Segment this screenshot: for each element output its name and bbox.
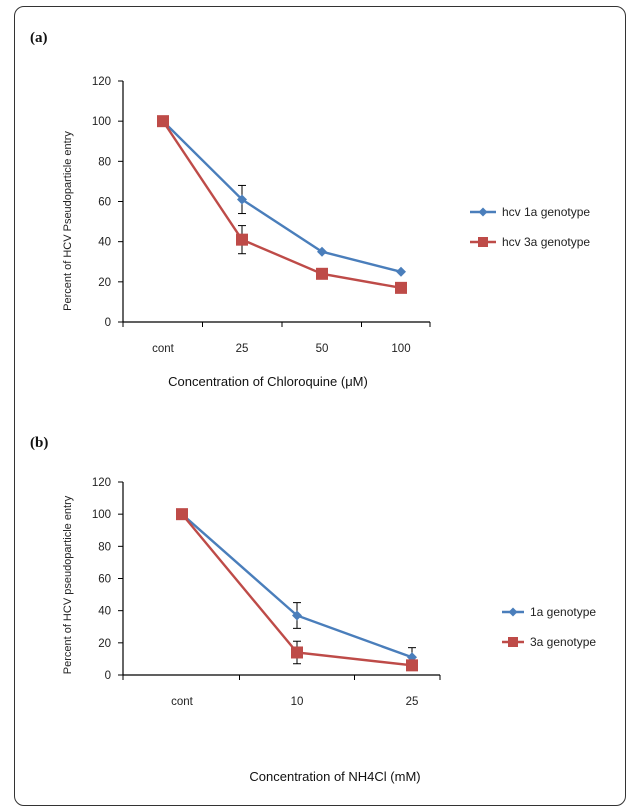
figure-canvas: (a) Percent of HCV Pseudoparticle entry … <box>30 30 596 784</box>
panel-b-y-tick-label: 120 <box>92 477 111 489</box>
panel-b-point-1 <box>292 610 302 621</box>
panel-a-point-2 <box>157 115 169 128</box>
panel-a-series-line-2 <box>162 120 402 290</box>
panel-b-letter: (b) <box>30 435 48 451</box>
panel-a-legend-marker-2 <box>478 237 488 247</box>
panel-b-legend-label-2: 3a genotype <box>530 635 596 649</box>
panel-b-x-tick-label: 25 <box>406 696 419 708</box>
panel-a-y-tick-label: 20 <box>98 277 111 289</box>
panel-a-point-1 <box>317 246 327 257</box>
panel-a-legend-marker-1 <box>478 207 488 217</box>
panel-b-point-2 <box>291 646 303 659</box>
panel-a-y-axis-label: Percent of HCV Pseudoparticle entry <box>62 131 74 311</box>
panel-b-y-tick-label: 0 <box>105 670 111 682</box>
panel-b-point-2 <box>406 659 418 672</box>
panel-a-x-tick-label: 50 <box>316 343 329 355</box>
panel-a-y-tick-label: 0 <box>105 317 111 329</box>
panel-a-point-2 <box>316 267 328 280</box>
panel-a-legend-label-2: hcv 3a genotype <box>502 235 590 249</box>
panel-a-series-line-1 <box>162 120 402 273</box>
panel-b-y-tick-label: 40 <box>98 606 111 618</box>
panel-b-y-tick-label: 100 <box>92 509 111 521</box>
panel-b-y-tick-label: 80 <box>98 541 111 553</box>
panel-a-x-axis-label: Concentration of Chloroquine (μM) <box>168 374 368 389</box>
panel-b-y-tick-label: 20 <box>98 638 111 650</box>
panel-a-point-2 <box>236 233 248 246</box>
panel-a-y-tick-label: 120 <box>92 76 111 88</box>
panel-b-series-line-1 <box>181 513 413 659</box>
chart-panel-a: (a) Percent of HCV Pseudoparticle entry … <box>30 30 590 389</box>
panel-a-point-2 <box>395 281 407 294</box>
panel-b-legend-label-1: 1a genotype <box>530 605 596 619</box>
panel-b-point-2 <box>176 508 188 521</box>
panel-a-x-tick-label: cont <box>152 343 175 355</box>
panel-a-x-tick-label: 25 <box>236 343 249 355</box>
panel-b-y-tick-label: 60 <box>98 574 111 586</box>
panel-b-x-axis-label: Concentration of NH4Cl (mM) <box>249 769 420 784</box>
chart-panel-b: (b) Percent of HCV pseudoparticle entry … <box>30 435 596 784</box>
panel-a-y-tick-label: 80 <box>98 156 111 168</box>
panel-a-point-1 <box>237 194 247 205</box>
panel-b-legend-marker-1 <box>508 607 518 617</box>
panel-a-letter: (a) <box>30 30 48 46</box>
panel-a-x-tick-label: 100 <box>391 343 410 355</box>
panel-a-y-tick-label: 60 <box>98 197 111 209</box>
panel-b-x-tick-label: 10 <box>291 696 304 708</box>
panel-b-x-tick-label: cont <box>171 696 194 708</box>
panel-b-legend-marker-2 <box>508 637 518 647</box>
panel-a-legend-label-1: hcv 1a genotype <box>502 205 590 219</box>
panel-b-y-axis-label: Percent of HCV pseudoparticle entry <box>62 495 74 674</box>
panel-a-point-1 <box>396 266 406 277</box>
panel-a-y-tick-label: 40 <box>98 237 111 249</box>
panel-a-y-tick-label: 100 <box>92 116 111 128</box>
